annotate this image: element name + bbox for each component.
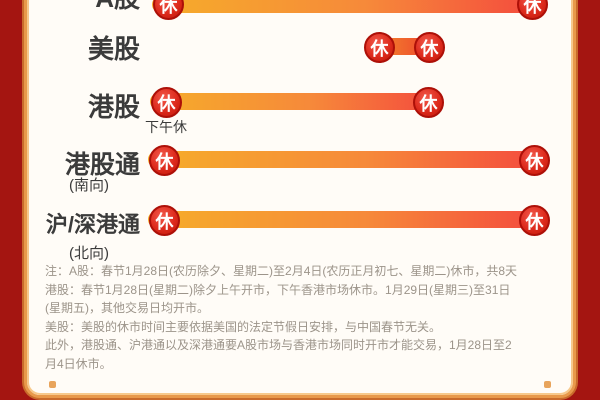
calendar-card — [24, 0, 576, 398]
row-sublabel-southbound: (南向) — [69, 177, 109, 194]
rest-badge: 休 — [149, 205, 180, 236]
holiday-bar-hk-stocks — [150, 93, 443, 110]
rest-badge: 休 — [519, 145, 550, 176]
holiday-bar-a-shares — [152, 0, 544, 13]
rest-badge: 休 — [519, 205, 550, 236]
row-label-us-stocks: 美股 — [87, 34, 140, 64]
corner-ornament-left — [49, 381, 56, 388]
footnote-line: (星期五)，其他交易日均开市。 — [45, 301, 209, 315]
row-sublabel-northbound: (北向) — [69, 245, 109, 262]
footnote-line: 注：A股：春节1月28日(农历除夕、星期二)至2月4日(农历正月初七、星期二)休… — [45, 264, 518, 278]
rest-badge: 休 — [364, 32, 395, 63]
row-label-hk-stocks: 港股 — [87, 92, 140, 122]
footnotes: 注：A股：春节1月28日(农历除夕、星期二)至2月4日(农历正月初七、星期二)休… — [45, 262, 565, 373]
rest-badge: 休 — [149, 145, 180, 176]
footnote-line: 美股：美股的休市时间主要依据美国的法定节假日安排，与中国春节无关。 — [45, 319, 442, 334]
rest-badge: 休 — [153, 0, 184, 20]
afternoon-closed-note: 下午休 — [145, 119, 187, 135]
row-label-sh-sz-connect-north: 沪/深港通 — [45, 212, 140, 237]
row-label-hk-connect-south: 港股通 — [64, 151, 140, 179]
rest-badge: 休 — [414, 32, 445, 63]
rest-badge: 休 — [151, 87, 182, 118]
rest-badge: 休 — [413, 87, 444, 118]
footnote-line: 月4日休市。 — [45, 356, 112, 371]
corner-ornament-right — [544, 381, 551, 388]
footnote-line: 此外，港股通、沪港通以及深港通要A股市场与香港市场同时开市才能交易，1月28日至… — [45, 338, 512, 352]
row-label-a-shares: A股 — [0, 0, 140, 15]
holiday-bar-hk-connect-south — [148, 151, 548, 168]
holiday-bar-sh-sz-connect-north — [148, 211, 548, 228]
footnote-line: 港股：春节1月28日(星期二)除夕上午开市，下午香港市场休市。1月29日(星期三… — [45, 282, 511, 297]
